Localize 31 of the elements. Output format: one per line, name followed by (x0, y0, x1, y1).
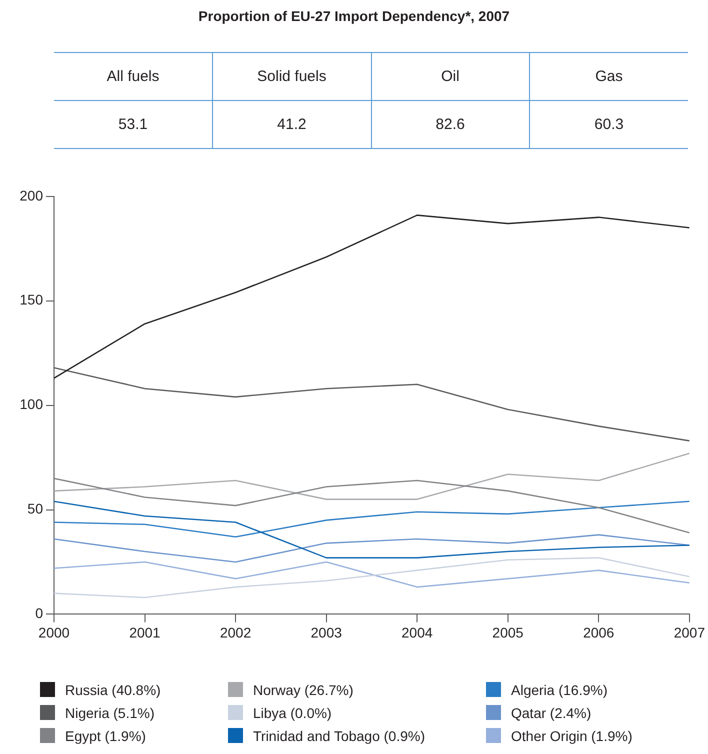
x-tick-label: 2005 (492, 624, 524, 640)
x-tick-label: 2002 (220, 624, 252, 640)
x-tick-label: 2003 (310, 624, 342, 640)
text: All fuels (54, 52, 212, 100)
text: 53.1 (54, 100, 212, 148)
x-tick-label: 2000 (38, 624, 70, 640)
x-tick-label: 2007 (674, 624, 706, 640)
y-tick-label: 100 (20, 396, 44, 412)
legend-label: Trinidad and Tobago (0.9%) (253, 728, 425, 744)
x-tick-label: 2001 (129, 624, 161, 640)
y-tick-label: 0 (35, 605, 44, 622)
legend-label: Russia (40.8%) (65, 682, 161, 698)
x-tick-label: 2004 (402, 624, 433, 640)
y-tick-label: 50 (27, 500, 44, 517)
text: Oil (371, 52, 530, 100)
legend-label: Algeria (16.9%) (511, 682, 608, 698)
legend-label: Other Origin (1.9%) (511, 728, 632, 744)
legend-label: Nigeria (5.1%) (65, 704, 154, 720)
x-tick-label: 2006 (583, 624, 614, 640)
legend-label: Norway (26.7%) (253, 682, 354, 698)
chart-title: Proportion of EU-27 Import Dependency*, 2007 (197, 8, 511, 24)
text: 60.3 (530, 100, 688, 148)
text: Solid fuels (212, 52, 371, 100)
text: 41.2 (212, 100, 371, 148)
text: Gas (530, 52, 688, 100)
y-tick-label: 200 (20, 187, 44, 204)
legend-label: Libya (0.0%) (253, 704, 332, 720)
text: 82.6 (371, 100, 530, 148)
legend-label: Egypt (1.9%) (65, 728, 146, 744)
legend-label: Qatar (2.4%) (511, 704, 592, 720)
y-tick-label: 150 (20, 292, 44, 308)
